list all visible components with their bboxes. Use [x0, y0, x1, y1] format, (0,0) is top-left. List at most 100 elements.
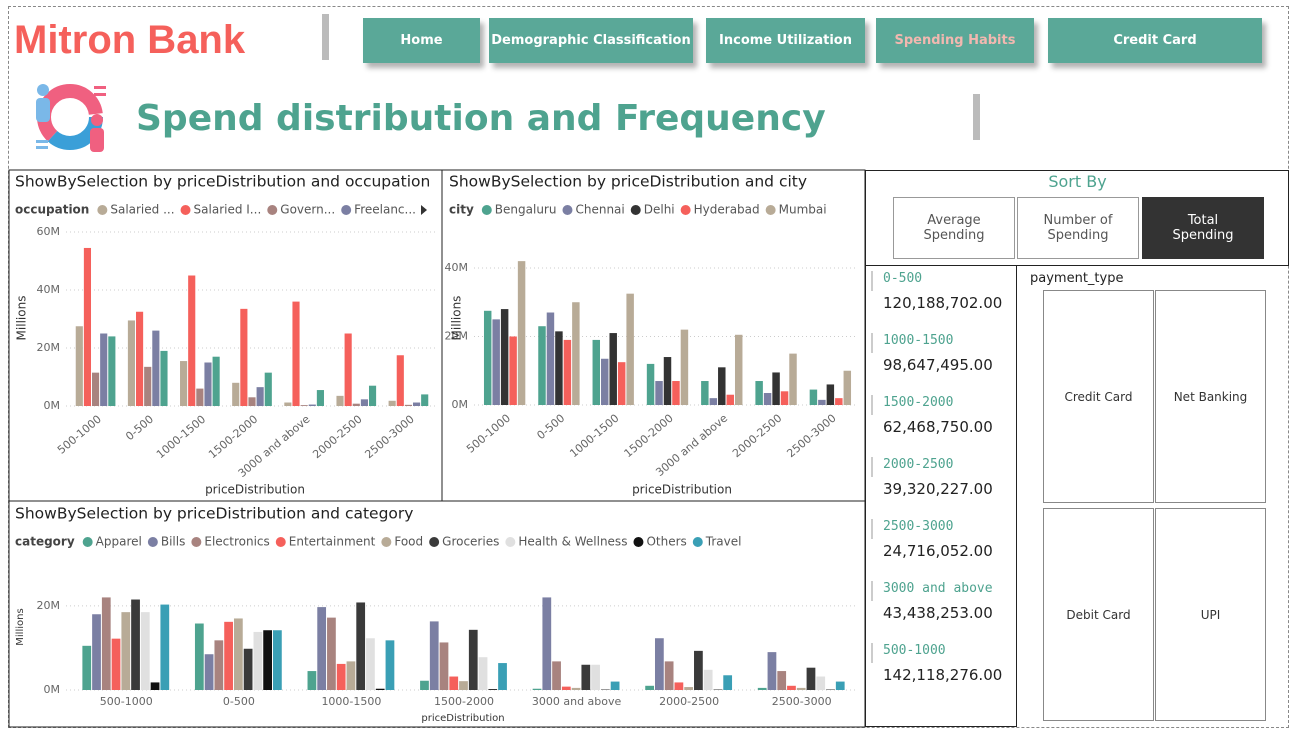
bar — [439, 642, 449, 690]
y-tick-label: 20M — [445, 329, 469, 342]
y-tick-label: 60M — [37, 225, 61, 238]
bar — [412, 402, 421, 406]
nav-button[interactable]: Home — [363, 18, 480, 63]
sort-button[interactable]: Total Spending — [1142, 197, 1264, 259]
legend-label: Entertainment — [289, 535, 376, 549]
bar — [82, 645, 92, 690]
payment-tile[interactable]: UPI — [1155, 508, 1266, 721]
bar — [212, 356, 220, 406]
bar — [581, 664, 591, 690]
bar — [375, 688, 385, 690]
bar — [336, 663, 346, 690]
bar — [806, 667, 816, 690]
bar — [232, 382, 240, 406]
bar — [777, 671, 787, 690]
x-axis-title: priceDistribution — [205, 483, 305, 497]
bar — [763, 393, 772, 405]
bar — [121, 612, 131, 690]
payment-tile[interactable]: Net Banking — [1155, 290, 1266, 503]
legend-swatch — [341, 205, 352, 215]
y-tick-label: 20M — [37, 341, 61, 354]
legend-label: Hyderabad — [694, 203, 760, 217]
bar — [160, 604, 170, 690]
x-tick-label: 0-500 — [223, 695, 255, 708]
bar — [718, 367, 726, 405]
bar — [726, 394, 734, 405]
bar — [517, 261, 526, 405]
bar — [307, 671, 317, 690]
bar — [111, 638, 121, 690]
nav-button[interactable]: Income Utilization — [706, 18, 865, 63]
bar — [680, 329, 689, 405]
card-label: 0-500 — [883, 271, 923, 286]
legend-title: category — [15, 535, 75, 549]
y-axis-title: Millions — [15, 608, 26, 645]
legend-swatch — [381, 537, 392, 547]
legend-label: Freelanc... — [354, 203, 416, 217]
slicer-title: payment_type — [1030, 271, 1124, 286]
bar — [694, 650, 703, 690]
brand: Mitron Bank — [14, 18, 246, 62]
legend-swatch — [82, 537, 93, 547]
x-tick-label: 2000-2500 — [659, 695, 719, 708]
bar — [336, 395, 344, 406]
legend-scroll-arrow[interactable] — [421, 205, 427, 215]
payment-tile[interactable]: Debit Card — [1043, 508, 1154, 721]
y-axis-title: Millions — [450, 296, 464, 341]
bar — [498, 663, 507, 690]
y-tick-label: 0M — [44, 399, 61, 412]
bar — [468, 629, 478, 690]
bar — [478, 657, 488, 690]
bar — [100, 333, 108, 406]
bar — [816, 676, 826, 690]
bar — [709, 398, 718, 405]
x-tick-label: 500-1000 — [464, 412, 513, 456]
card-accent — [871, 395, 873, 415]
legend-swatch — [630, 205, 641, 215]
bar — [626, 293, 634, 405]
card-value: 62,468,750.00 — [883, 418, 993, 436]
bar — [385, 640, 395, 690]
x-tick-label: 1000-1500 — [321, 695, 381, 708]
nav-button[interactable]: Credit Card — [1048, 18, 1262, 63]
bar — [796, 687, 806, 690]
bar — [150, 682, 160, 690]
x-tick-label: 2500-3000 — [772, 695, 832, 708]
sort-button[interactable]: Number of Spending — [1017, 197, 1139, 259]
legend-label: Electronics — [204, 535, 269, 549]
bar — [144, 366, 152, 406]
legend-label: Groceries — [442, 535, 499, 549]
sort-button[interactable]: Average Spending — [893, 197, 1015, 259]
bar — [674, 682, 684, 690]
legend-swatch — [481, 205, 492, 215]
bar — [160, 350, 168, 406]
legend-label: Food — [394, 535, 423, 549]
bar — [734, 334, 743, 405]
nav-button[interactable]: Demographic Classification — [489, 18, 693, 63]
bar — [344, 333, 352, 406]
card-value: 142,118,276.00 — [883, 666, 1003, 684]
bar — [404, 404, 412, 406]
bar — [843, 370, 852, 405]
card-label: 3000 and above — [883, 581, 993, 596]
page-title: Spend distribution and Frequency — [136, 98, 826, 139]
bar — [835, 681, 845, 690]
bar — [263, 630, 273, 690]
nav-button[interactable]: Spending Habits — [876, 18, 1034, 63]
x-tick-label: 2500-3000 — [362, 413, 416, 462]
payment-tile[interactable]: Credit Card — [1043, 290, 1154, 503]
legend-swatch — [429, 537, 440, 547]
bar — [429, 621, 439, 690]
bar — [224, 621, 233, 690]
bar — [360, 399, 368, 406]
x-axis-title: priceDistribution — [421, 713, 504, 724]
y-tick-label: 40M — [37, 283, 61, 296]
legend-swatch — [267, 205, 278, 215]
bar — [546, 312, 555, 405]
bar — [152, 330, 160, 406]
legend-swatch — [147, 537, 158, 547]
bar — [835, 398, 843, 405]
legend-label: Chennai — [575, 203, 624, 217]
bar — [204, 362, 212, 406]
